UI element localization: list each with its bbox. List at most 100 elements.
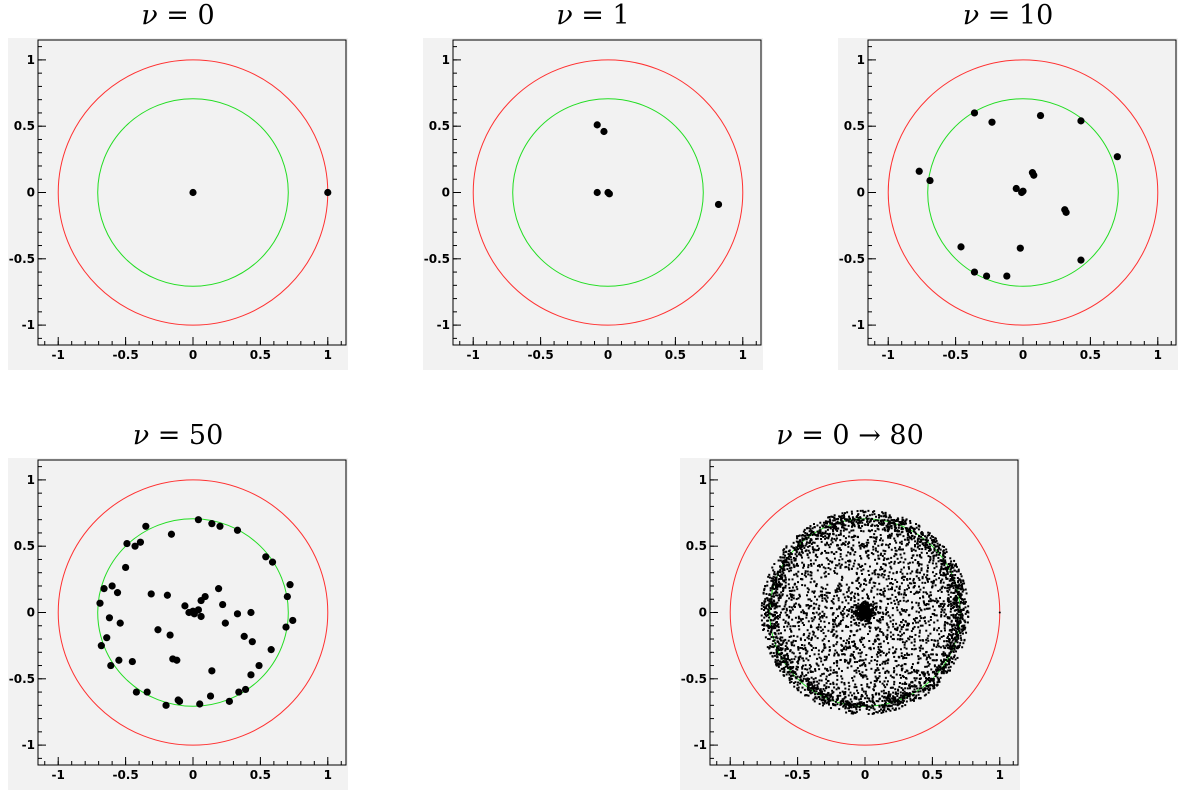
cloud-point	[819, 626, 822, 629]
cloud-point	[796, 588, 799, 591]
cloud-point	[903, 523, 906, 526]
cloud-point	[784, 578, 787, 581]
cloud-point	[820, 540, 823, 543]
cloud-point	[965, 610, 968, 613]
cloud-point	[859, 608, 862, 611]
cloud-point	[799, 618, 802, 621]
cloud-point	[827, 591, 830, 594]
cloud-point	[922, 673, 925, 676]
cloud-point	[782, 660, 785, 663]
cloud-point	[777, 581, 780, 584]
x-tick-label: -0.5	[527, 348, 553, 362]
data-point	[915, 167, 923, 175]
cloud-point	[946, 616, 949, 619]
cloud-point	[785, 558, 788, 561]
cloud-point	[800, 541, 803, 544]
cloud-point	[959, 581, 962, 584]
cloud-point	[788, 555, 791, 558]
cloud-point	[795, 673, 798, 676]
cloud-point	[853, 604, 856, 607]
cloud-point	[770, 622, 773, 625]
cloud-point	[827, 686, 830, 689]
cloud-point	[839, 702, 842, 705]
cloud-point	[925, 665, 928, 668]
cloud-point	[940, 586, 943, 589]
cloud-point	[807, 679, 810, 682]
cloud-point	[927, 679, 930, 682]
data-point	[162, 701, 170, 709]
cloud-point	[893, 669, 896, 672]
cloud-point	[825, 591, 828, 594]
cloud-point	[879, 651, 882, 654]
cloud-point	[893, 537, 896, 540]
cloud-point	[858, 519, 861, 522]
cloud-point	[902, 689, 905, 692]
cloud-point	[799, 540, 802, 543]
cloud-point	[899, 533, 902, 536]
cloud-point	[802, 677, 805, 680]
cloud-point	[832, 683, 835, 686]
cloud-point	[953, 656, 956, 659]
title-rest: = 50	[149, 420, 224, 451]
cloud-point	[933, 685, 936, 688]
cloud-point	[921, 672, 924, 675]
cloud-point	[793, 682, 796, 685]
cloud-point	[945, 551, 948, 554]
cloud-point	[839, 703, 842, 706]
cloud-point	[943, 608, 946, 611]
cloud-point	[946, 635, 949, 638]
cloud-point	[763, 628, 766, 631]
cloud-point	[942, 554, 945, 557]
cloud-point	[827, 703, 830, 706]
cloud-point	[761, 602, 764, 605]
cloud-point	[827, 700, 830, 703]
cloud-point	[773, 583, 776, 586]
cloud-point	[863, 703, 866, 706]
cloud-point	[817, 682, 820, 685]
cloud-point	[853, 595, 856, 598]
cloud-point	[784, 654, 787, 657]
cloud-point	[925, 536, 928, 539]
cloud-point	[865, 551, 868, 554]
cloud-point	[847, 542, 850, 545]
cloud-point	[844, 544, 847, 547]
cloud-point	[825, 557, 828, 560]
cloud-point	[954, 658, 957, 661]
cloud-point	[865, 694, 868, 697]
cloud-point	[876, 524, 879, 527]
cloud-point	[879, 553, 882, 556]
cloud-point	[881, 539, 884, 542]
cloud-point	[844, 645, 847, 648]
cloud-point	[816, 530, 819, 533]
cloud-point	[794, 602, 797, 605]
cloud-point	[834, 623, 837, 626]
cloud-point	[922, 600, 925, 603]
cloud-point	[955, 635, 958, 638]
cloud-point	[822, 649, 825, 652]
cloud-point	[851, 614, 854, 617]
cloud-point	[836, 564, 839, 567]
cloud-point	[810, 574, 813, 577]
cloud-point	[876, 655, 879, 658]
cloud-point	[853, 686, 856, 689]
cloud-point	[895, 570, 898, 573]
cloud-point	[824, 521, 827, 524]
cloud-point	[926, 671, 929, 674]
cloud-point	[801, 539, 804, 542]
cloud-point	[950, 591, 953, 594]
cloud-point	[899, 541, 902, 544]
cloud-point	[768, 598, 771, 601]
cloud-point	[844, 692, 847, 695]
cloud-point	[851, 591, 854, 594]
cloud-point	[914, 679, 917, 682]
cloud-point	[814, 677, 817, 680]
inner-circle	[97, 98, 289, 287]
cloud-point	[889, 686, 892, 689]
cloud-point	[818, 618, 821, 621]
cloud-point	[964, 621, 967, 624]
cloud-point	[822, 672, 825, 675]
cloud-point	[884, 613, 887, 616]
cloud-point	[887, 536, 890, 539]
cloud-point	[859, 565, 862, 568]
cloud-point	[942, 571, 945, 574]
